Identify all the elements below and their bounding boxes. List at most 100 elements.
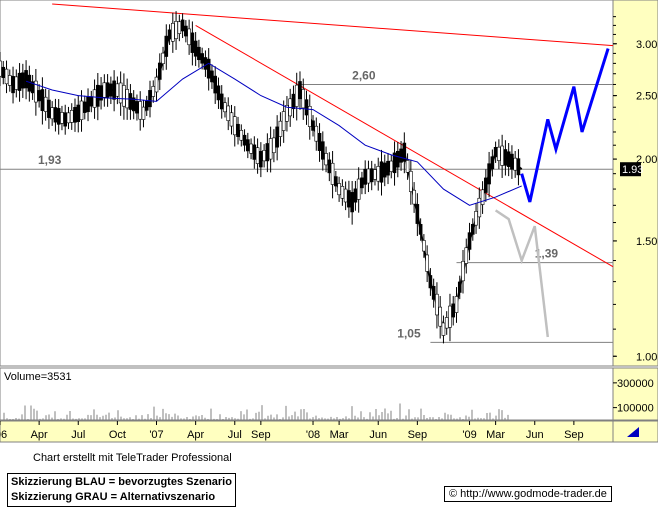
candle-body-0-2 [4, 68, 9, 85]
candle-body-33-3 [438, 306, 442, 327]
candle-body-13-1 [171, 22, 175, 42]
candle-body-19-0 [246, 139, 250, 152]
price-tick-label-4: 3.00 [636, 39, 657, 51]
candle-body-31-1 [405, 160, 410, 173]
candle-body-38-3 [503, 149, 508, 166]
candle-body-11-0 [141, 106, 146, 120]
candle-body-4-3 [60, 112, 64, 124]
candle-body-16-0 [206, 58, 211, 79]
last-price-badge [620, 162, 641, 177]
candle-body-18-0 [232, 116, 237, 136]
trendline-0 [52, 3, 614, 47]
time-tick-label-5: Apr [187, 429, 204, 441]
candle-body-24-2 [317, 132, 322, 151]
candle-body-29-2 [382, 162, 387, 178]
candle-body-3-2 [43, 96, 48, 112]
volume-label: Volume=3531 [4, 371, 72, 383]
candle-body-35-0 [454, 296, 459, 313]
candle-body-34-0 [441, 322, 446, 336]
time-tick-label-15: Sep [564, 429, 584, 441]
candle-body-39-2 [513, 157, 517, 171]
level-label-0: 2,60 [352, 68, 376, 82]
candle-body-13-2 [174, 21, 178, 40]
candle-body-39-3 [516, 158, 521, 176]
candle-body-26-3 [347, 190, 351, 208]
candle-body-33-0 [428, 275, 433, 289]
time-tick-label-2: Jul [71, 429, 85, 441]
candle-body-34-1 [444, 317, 449, 329]
volume-axis-panel [612, 367, 658, 421]
candle-body-23-1 [301, 89, 306, 109]
candle-body-19-1 [249, 143, 253, 154]
candle-body-28-2 [369, 168, 374, 183]
candle-body-12-3 [164, 35, 169, 57]
candle-body-32-2 [422, 240, 426, 252]
candle-body-15-1 [197, 46, 201, 61]
candle-body-37-1 [484, 177, 488, 193]
price-tick-label-0: 1.00 [636, 351, 657, 363]
candle-body-3-0 [37, 90, 41, 102]
candle-body-28-0 [363, 168, 367, 185]
price-axis-panel [612, 0, 658, 367]
candle-body-26-0 [337, 183, 341, 196]
candle-body-23-0 [298, 81, 302, 100]
candle-body-36-0 [467, 232, 472, 250]
candle-body-15-3 [203, 57, 208, 70]
candle-body-25-1 [327, 159, 332, 174]
candle-body-24-3 [321, 141, 325, 160]
candle-body-6-2 [82, 101, 87, 113]
candle-body-12-0 [154, 76, 159, 93]
candle-body-4-1 [53, 107, 58, 123]
candle-body-39-0 [506, 151, 511, 167]
candle-body-4-0 [50, 107, 54, 120]
candle-body-10-0 [128, 93, 133, 110]
candle-body-32-3 [425, 254, 429, 272]
candle-body-36-1 [470, 224, 475, 235]
candle-body-37-0 [480, 189, 485, 205]
source-link[interactable]: © http://www.godmode-trader.de [444, 486, 612, 502]
scroll-arrow-icon[interactable] [627, 427, 639, 437]
candle-body-5-3 [73, 107, 77, 123]
candle-body-29-0 [376, 166, 381, 182]
time-tick-label-3: Oct [109, 429, 126, 441]
candle-body-9-2 [122, 85, 126, 107]
level-label-2: 1,39 [535, 247, 559, 261]
candle-body-4-2 [56, 108, 61, 125]
candle-body-14-2 [187, 28, 191, 46]
level-label-1: 1,93 [38, 153, 62, 167]
candle-body-8-1 [105, 82, 110, 98]
time-tick-label-9: Mar [330, 429, 349, 441]
candle-body-26-2 [343, 188, 348, 203]
candle-body-38-2 [500, 145, 504, 166]
candle-body-27-2 [356, 178, 361, 200]
candle-body-0-3 [7, 75, 12, 86]
candle-body-7-2 [96, 84, 100, 107]
candle-body-3-3 [47, 99, 51, 118]
price-tick-label-3: 2.50 [636, 91, 657, 103]
candle-body-16-3 [216, 85, 221, 101]
candle-body-17-0 [219, 93, 224, 110]
volume-tick-label-1: 100000 [617, 403, 654, 415]
candle-body-32-1 [418, 224, 423, 235]
candle-body-16-1 [210, 70, 214, 83]
candle-body-34-2 [448, 305, 452, 328]
legend-blue: Skizzierung BLAU = bevorzugtes Szenario [11, 476, 232, 488]
candle-body-31-3 [412, 189, 416, 205]
candle-body-14-1 [184, 25, 188, 37]
candle-body-18-2 [239, 129, 244, 141]
chart-caption: Chart erstellt mit TeleTrader Profession… [33, 452, 232, 464]
candle-body-9-0 [115, 83, 120, 97]
candle-body-33-2 [435, 293, 439, 316]
candle-body-32-0 [415, 204, 420, 224]
price-tick-label-1: 1.50 [636, 236, 657, 248]
scenario-blue [520, 48, 610, 203]
candle-body-11-1 [144, 100, 149, 111]
scenario-legend: Skizzierung BLAU = bevorzugtes Szenario … [7, 473, 236, 507]
time-tick-label-1: Apr [31, 429, 48, 441]
candle-body-31-0 [402, 142, 407, 162]
candle-body-17-2 [226, 105, 231, 121]
candle-body-21-0 [272, 137, 276, 154]
candle-body-9-1 [118, 82, 123, 104]
candle-body-1-1 [14, 76, 19, 90]
candle-body-19-2 [252, 144, 257, 160]
